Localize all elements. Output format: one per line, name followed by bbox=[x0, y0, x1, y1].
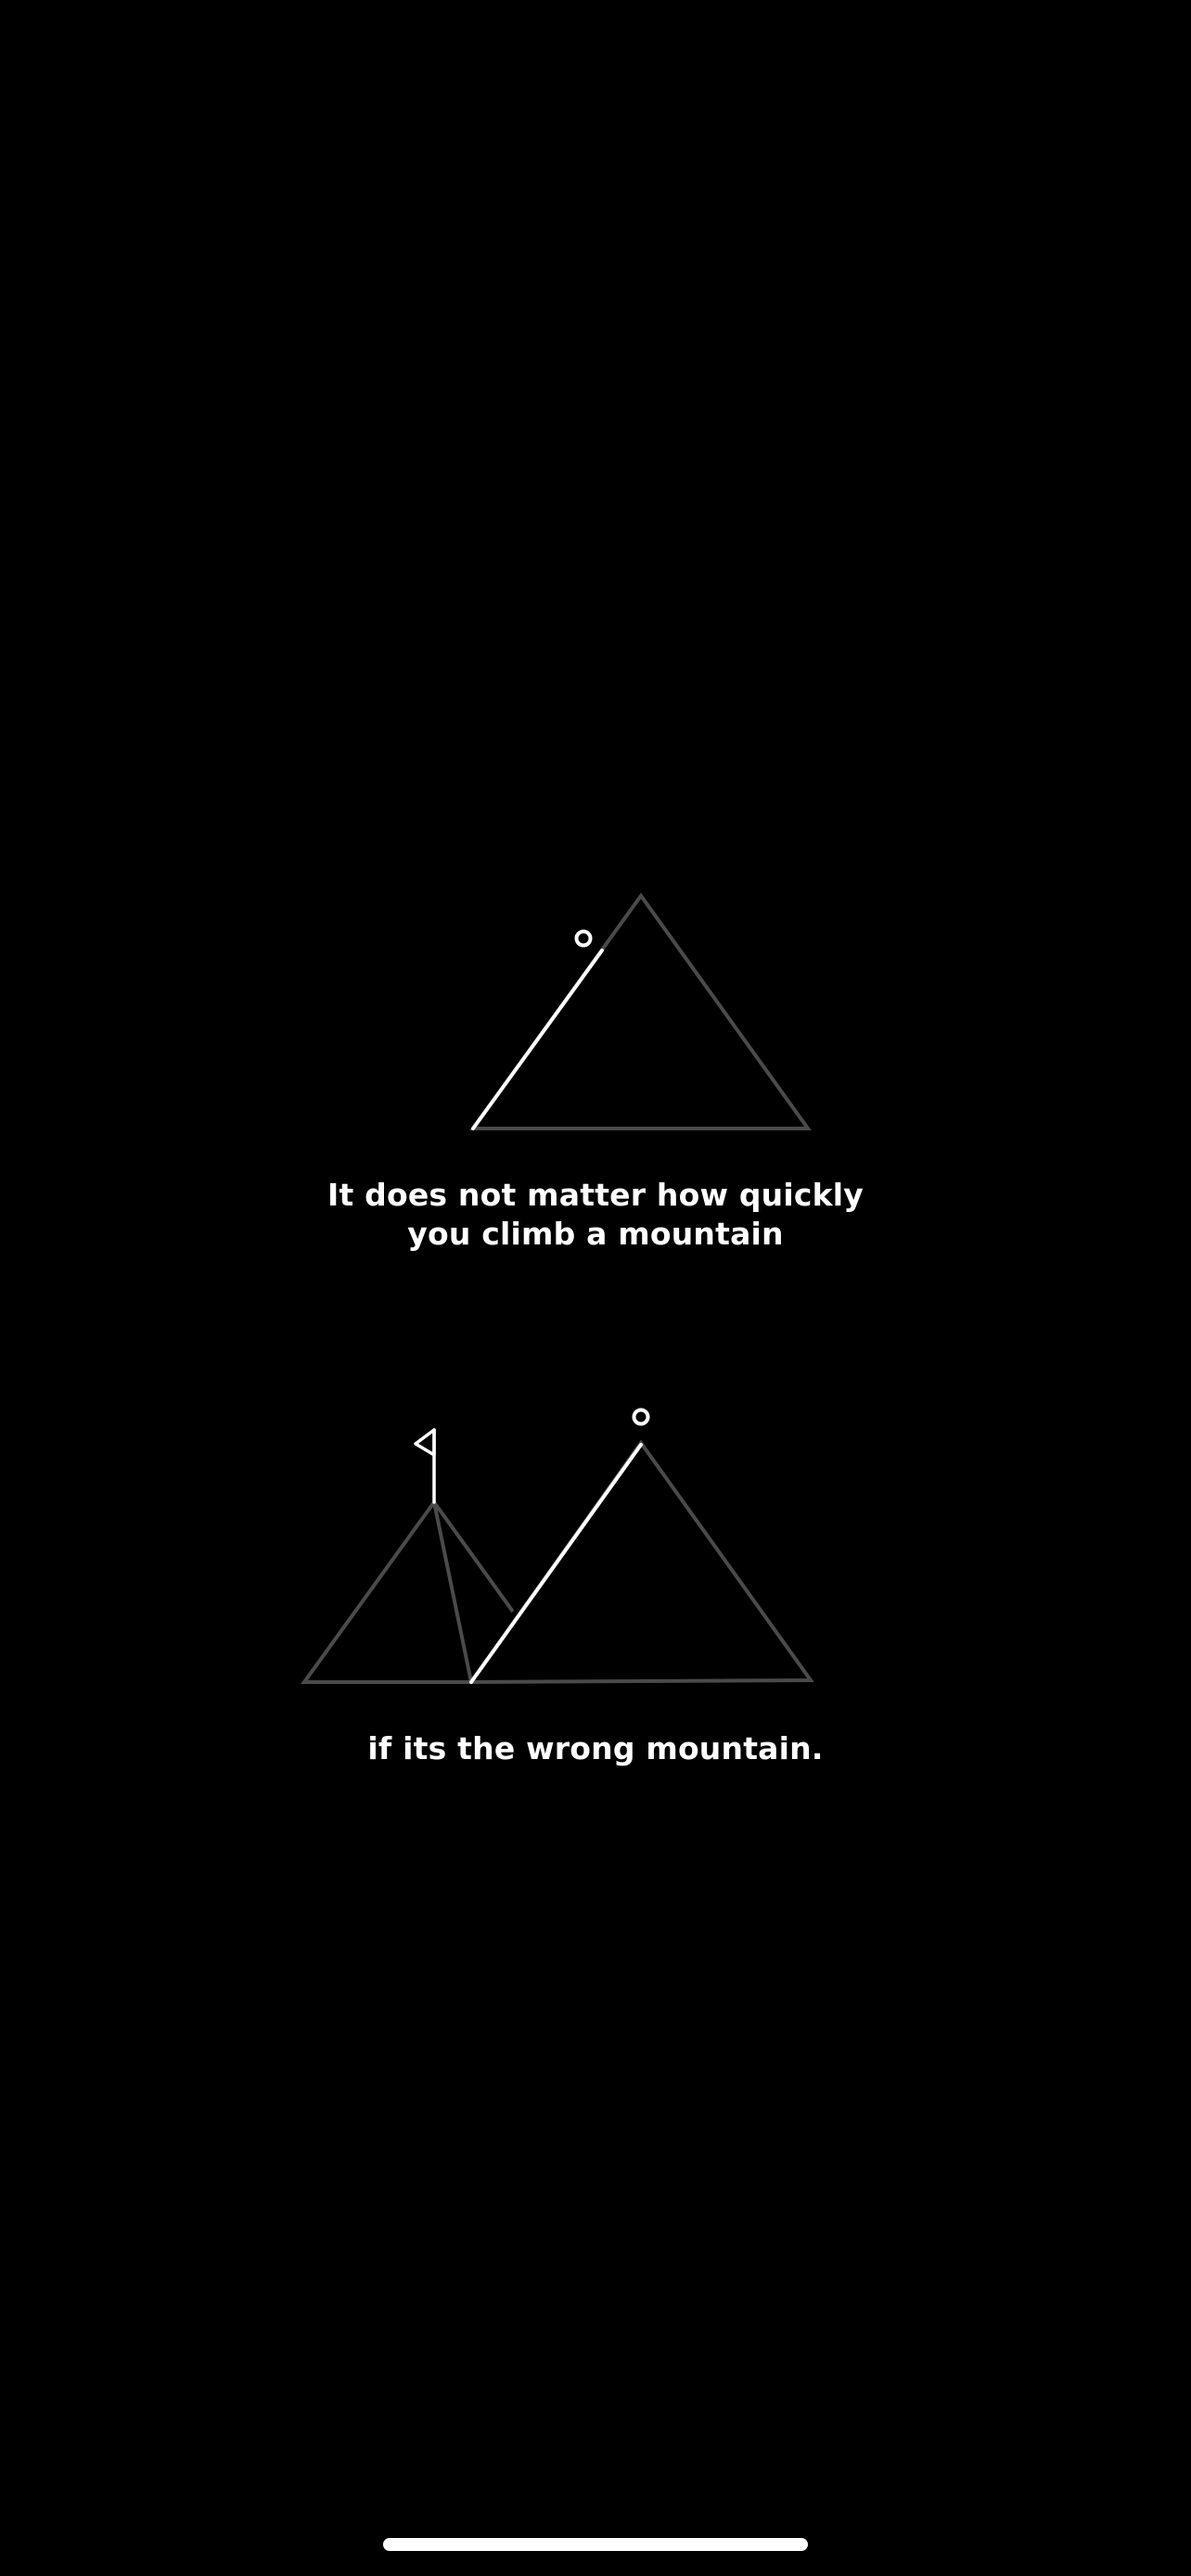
caption-bottom: if its the wrong mountain. bbox=[367, 1730, 824, 1766]
flag-icon bbox=[414, 1428, 436, 1504]
climber-icon bbox=[574, 929, 593, 948]
two-mountains-illustration bbox=[301, 1408, 814, 1685]
single-mountain-illustration bbox=[469, 892, 812, 1130]
mountain-icon bbox=[469, 892, 812, 1130]
climb-path-line bbox=[469, 1443, 643, 1684]
climber-icon bbox=[632, 1408, 650, 1426]
caption-top-line-1: It does not matter how quickly bbox=[327, 1177, 864, 1213]
caption-top-line-2: you climb a mountain bbox=[407, 1216, 784, 1252]
climb-path-line bbox=[471, 949, 604, 1130]
home-indicator[interactable] bbox=[383, 2538, 808, 2551]
mountain-icon bbox=[467, 1439, 814, 1685]
small-mountain-icon bbox=[301, 1498, 515, 1684]
